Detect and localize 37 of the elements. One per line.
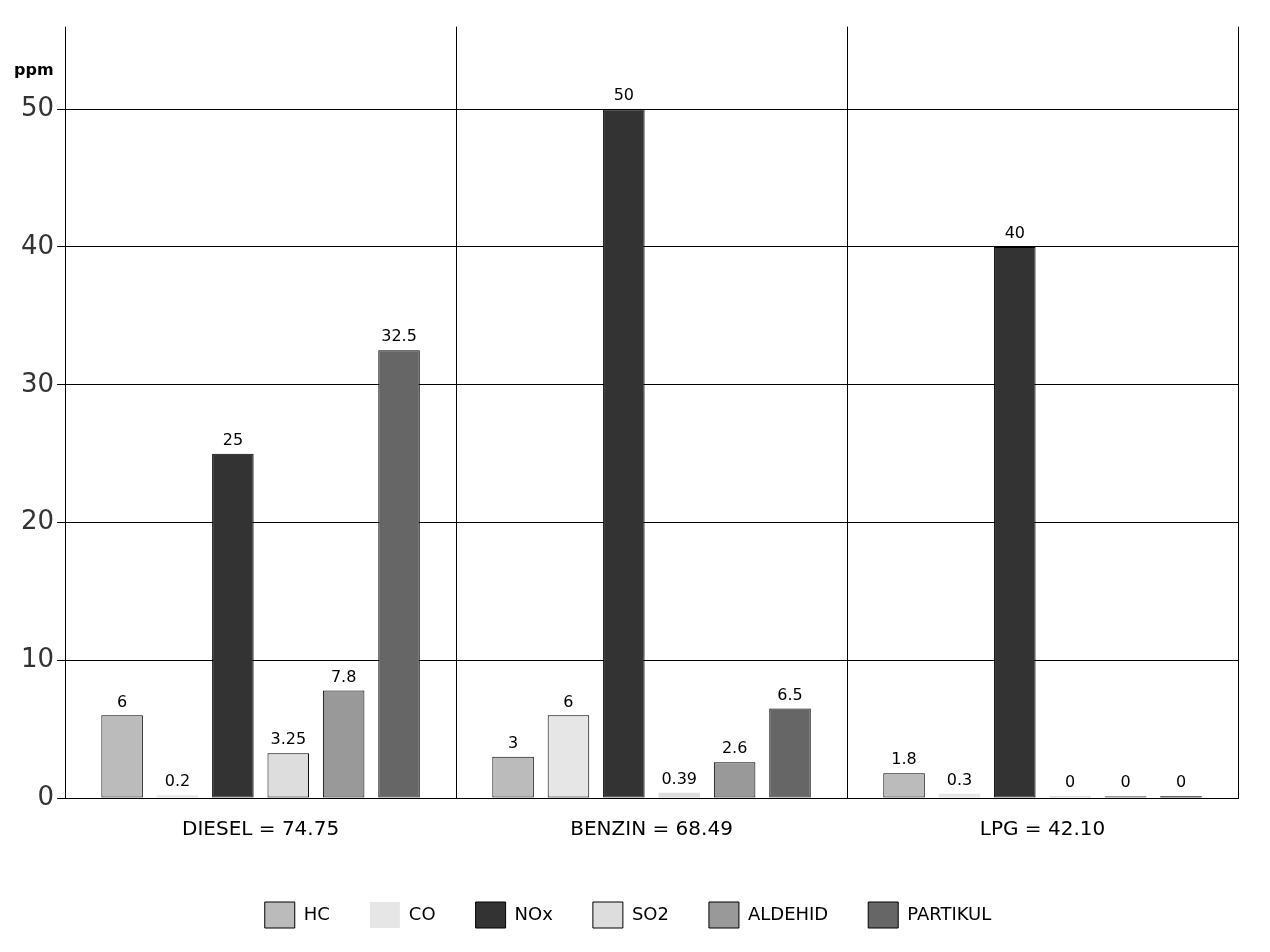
x-tick-label: LPG = 42.10 <box>979 816 1106 841</box>
data-label: 7.8 <box>330 666 357 686</box>
y-tick-label: 30 <box>20 367 55 398</box>
data-label: 50 <box>613 85 635 105</box>
x-tick-label: BENZIN = 68.49 <box>570 816 733 841</box>
bar <box>658 792 701 798</box>
data-label: 6.5 <box>777 684 803 704</box>
data-label: 6 <box>117 691 128 711</box>
legend-label: NOx <box>514 902 554 924</box>
data-label: 3 <box>507 732 519 752</box>
data-label: 25 <box>222 429 244 449</box>
data-label: 1.8 <box>891 749 917 769</box>
bar <box>938 793 981 798</box>
y-tick-label: 0 <box>37 780 55 811</box>
bar <box>156 795 199 798</box>
y-tick-label: 10 <box>20 643 55 673</box>
legend-label: ALDEHID <box>747 902 829 924</box>
y-tick-label: 50 <box>20 92 55 122</box>
data-label: 2.6 <box>721 738 748 758</box>
data-label: 3.25 <box>270 729 307 749</box>
y-tick-label: 40 <box>20 229 55 260</box>
data-label: 6 <box>563 691 574 711</box>
data-label: 0 <box>1065 772 1076 792</box>
x-tick-label: DIESEL = 74.75 <box>182 816 340 841</box>
legend-label: HC <box>303 902 330 924</box>
y-tick-label: 20 <box>20 505 55 536</box>
data-label: 0.3 <box>946 770 973 790</box>
data-label: 0 <box>1175 772 1187 792</box>
y-axis-title: ppm <box>14 60 54 80</box>
data-label: 32.5 <box>381 326 417 346</box>
legend-label: CO <box>408 902 436 924</box>
legend-label: SO2 <box>631 902 669 924</box>
data-label: 40 <box>1004 223 1025 243</box>
data-label: 0.2 <box>164 771 191 791</box>
legend-label: PARTIKUL <box>907 902 992 924</box>
data-label: 0 <box>1120 772 1131 792</box>
data-label: 0.39 <box>661 768 698 788</box>
